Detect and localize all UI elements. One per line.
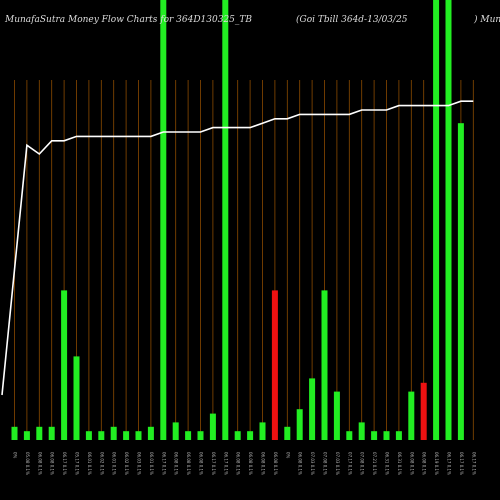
x-tick-label: 06.31 0.1% (385, 452, 390, 475)
money-flow-bar (234, 431, 241, 440)
x-axis-tick-labels: 0% 05.08 0.1% 06.08 0.1% 06.08 0.1% 06.17 0.… (13, 452, 477, 475)
chart-title: MunafaSutra Money Flow Charts for 364D13… (4, 15, 252, 25)
money-flow-bar (457, 123, 464, 440)
x-tick-label: 0% (285, 452, 290, 459)
money-flow-bar (445, 0, 452, 440)
x-tick-label: 0% (13, 452, 18, 459)
x-tick-label: 07.03 0.1% (310, 452, 315, 475)
x-tick-label: 06.17 0.1% (223, 452, 228, 475)
money-flow-bar (284, 426, 291, 440)
x-tick-label: 05.08 0.1% (25, 452, 30, 475)
x-tick-label: 06.08 0.1% (248, 452, 253, 475)
money-flow-bar (73, 356, 80, 440)
x-tick-label: 06.19 0.1% (434, 452, 439, 475)
money-flow-bar (48, 426, 55, 440)
x-tick-label: 06.02 0.1% (99, 452, 104, 475)
money-flow-bar (346, 431, 353, 440)
x-tick-label: 06.17 0.1% (211, 452, 216, 475)
x-tick-label: 06.08 0.1% (199, 452, 204, 475)
money-flow-bar (271, 290, 278, 440)
title-right-fragment: ) Muna (473, 14, 500, 25)
x-tick-label: 06.08 0.1% (186, 452, 191, 475)
money-flow-bar (98, 431, 105, 440)
x-tick-label: 06.08 0.1% (236, 452, 241, 475)
x-tick-label: 06.17 0.1% (459, 452, 464, 475)
x-tick-label: 06.02 0.1% (124, 452, 129, 475)
x-tick-label: 06.08 0.1% (422, 452, 427, 475)
money-flow-bar (259, 422, 266, 440)
money-flow-bar (395, 431, 402, 440)
money-flow-bar (371, 431, 378, 440)
x-tick-label: 06.08 0.1% (50, 452, 55, 475)
x-tick-label: 06.08 0.1% (37, 452, 42, 475)
x-tick-label: 07.08 0.1% (360, 452, 365, 475)
x-tick-label: 06.08 0.1% (261, 452, 266, 475)
money-flow-bar (123, 431, 130, 440)
x-tick-label: 06.01 0.1% (112, 452, 117, 475)
money-flow-bar (420, 382, 427, 440)
money-flow-bar (185, 431, 192, 440)
x-tick-label: 06.01 0.1% (149, 452, 154, 475)
money-flow-bar (333, 391, 340, 440)
security-name: (Goi Tbill 364d-13/03/25 (296, 14, 408, 25)
money-flow-bar (23, 431, 30, 440)
money-flow-bar (408, 391, 415, 440)
x-tick-label: 06.17 0.1% (447, 452, 452, 475)
x-tick-label: 06.08 0.1% (273, 452, 278, 475)
money-flow-bar (110, 426, 117, 440)
money-flow-bar (147, 426, 154, 440)
money-flow-bar (296, 409, 303, 440)
money-flow-bar (321, 290, 328, 440)
price-line (1, 100, 474, 396)
money-flow-bar (11, 426, 18, 440)
money-flow-bar (36, 426, 43, 440)
x-tick-label: 07.21 0.1% (372, 452, 377, 475)
x-tick-label: 06.01 0.1% (87, 452, 92, 475)
x-tick-label: 06.08 0.1% (298, 452, 303, 475)
x-tick-label: 06.08 0.1% (409, 452, 414, 475)
x-tick-label: 06.08 0.1% (174, 452, 179, 475)
money-flow-bar (160, 0, 167, 440)
money-flow-bar (358, 422, 365, 440)
money-flow-bar (135, 431, 142, 440)
x-tick-label: 06.03 0.1% (137, 452, 142, 475)
x-tick-label: 07.03 0.1% (335, 452, 340, 475)
x-tick-label: 07.17 0.1% (347, 452, 352, 475)
money-flow-bar (309, 378, 316, 440)
money-flow-bar (433, 0, 440, 440)
money-flow-bar (383, 431, 390, 440)
money-flow-bar (209, 413, 216, 440)
money-flow-bars (11, 0, 464, 440)
x-tick-label: 07.08 0.1% (323, 452, 328, 475)
money-flow-bar (172, 422, 179, 440)
x-tick-label: 06.17 0.1% (471, 452, 476, 475)
x-tick-label: 05.17 0.1% (75, 452, 80, 475)
x-tick-label: 06.17 0.1% (62, 452, 67, 475)
money-flow-bar (61, 290, 68, 440)
money-flow-bar (85, 431, 92, 440)
money-flow-bar (247, 431, 254, 440)
money-flow-bar (222, 0, 229, 440)
x-tick-label: 06.17 0.1% (161, 452, 166, 475)
money-flow-bar (197, 431, 204, 440)
x-tick-label: 06.31 0.1% (397, 452, 402, 475)
